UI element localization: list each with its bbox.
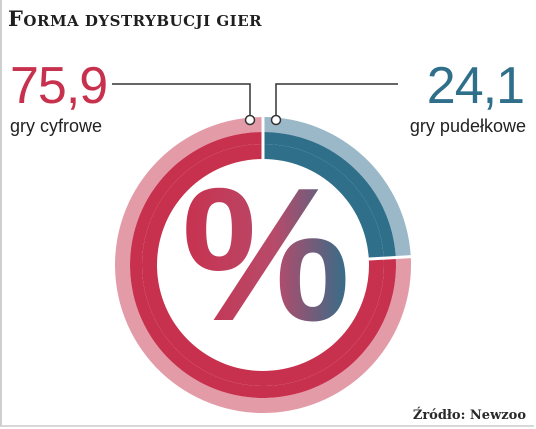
- digital-label: gry cyfrowe: [10, 116, 103, 136]
- leader-line-pudelkowe: [275, 83, 398, 116]
- chart-title: Forma dystrybucji gier: [8, 6, 263, 31]
- percent-symbol: %: [182, 149, 351, 361]
- boxed-value: 24,1: [426, 57, 525, 115]
- source-note: Źródło: Newzoo: [412, 408, 526, 423]
- slice-gry-pudelkowe: [263, 117, 411, 260]
- slice-gry-pudelkowe-ring: [263, 132, 396, 259]
- slice-gry-pudelkowe-ring: [263, 117, 411, 258]
- slice-separator: [366, 255, 413, 261]
- leader-line-pudelkowe-dot: [270, 114, 282, 126]
- leader-line-cyfrowe-dot: [244, 114, 256, 126]
- digital-value: 75,9: [10, 57, 108, 115]
- leader-line-cyfrowe: [112, 83, 251, 116]
- slice-gry-pudelkowe-ring: [263, 144, 384, 260]
- boxed-label: gry pudełkowe: [409, 116, 526, 136]
